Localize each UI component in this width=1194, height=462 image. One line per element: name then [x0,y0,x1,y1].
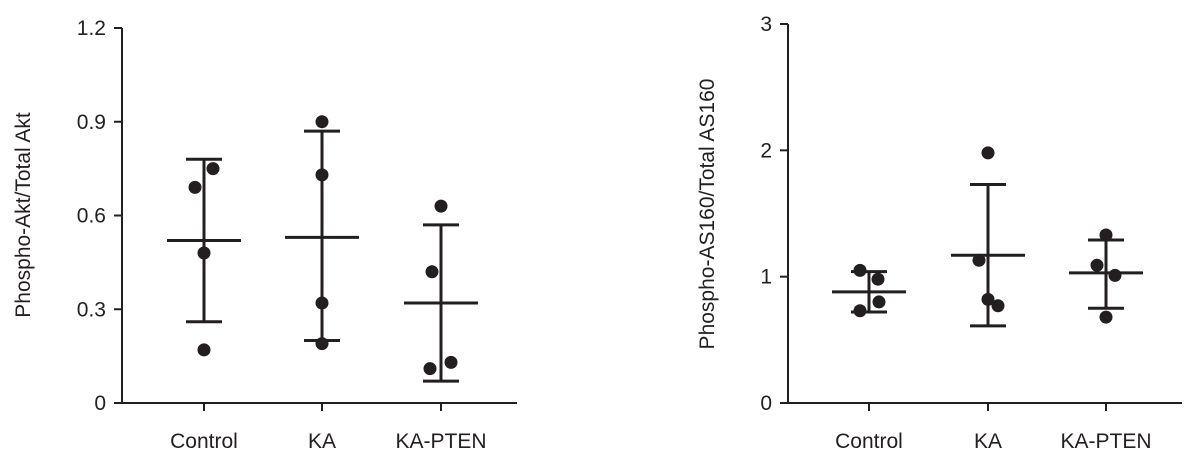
x-tick-label: KA [974,430,1002,453]
y-tick-label: 0.6 [77,205,106,228]
data-point [871,272,885,286]
y-tick-label: 2 [760,139,772,162]
y-tick-label: 0 [94,392,106,415]
data-point [197,246,211,260]
x-tick-label: KA [308,430,336,453]
x-tick-label: KA-PTEN [1060,430,1151,453]
data-point [315,337,329,351]
data-point [444,355,458,369]
data-point [434,199,448,213]
chart-panel-2: 0 1 2 3 Control KA KA-PTEN Phospho-AS160/Total … [696,13,1182,453]
y-tick-label: 1 [760,266,772,289]
chart-panel-1: 0 0.3 0.6 0.9 1.2 Control KA KA-PTEN Phospho-Akt… [12,17,517,453]
data-point [315,168,329,182]
data-point [972,253,986,267]
y-tick-label: 3 [760,13,772,36]
data-point [188,180,202,194]
data-point [206,162,220,176]
data-point [315,115,329,129]
y-tick-label: 0 [760,392,772,415]
data-point [872,295,886,309]
data-point [423,362,437,376]
y-tick-label: 1.2 [77,17,106,40]
data-point [1099,228,1113,242]
y-tick-label: 0.9 [77,111,106,134]
y-tick-label: 0.3 [77,298,106,321]
data-point [853,304,867,318]
data-point [425,265,439,279]
x-tick-label: Control [170,430,238,453]
data-point [981,292,995,306]
x-tick-label: Control [835,430,903,453]
y-axis-title: Phospho-Akt/Total Akt [12,112,35,318]
y-axis-title: Phospho-AS160/Total AS160 [696,79,719,350]
data-point [315,296,329,310]
data-point [1108,268,1122,282]
data-point [197,343,211,357]
data-point [853,263,867,277]
data-point [981,146,995,160]
data-point [991,299,1005,313]
x-tick-label: KA-PTEN [395,430,486,453]
data-point [1090,258,1104,272]
data-point [1099,310,1113,324]
